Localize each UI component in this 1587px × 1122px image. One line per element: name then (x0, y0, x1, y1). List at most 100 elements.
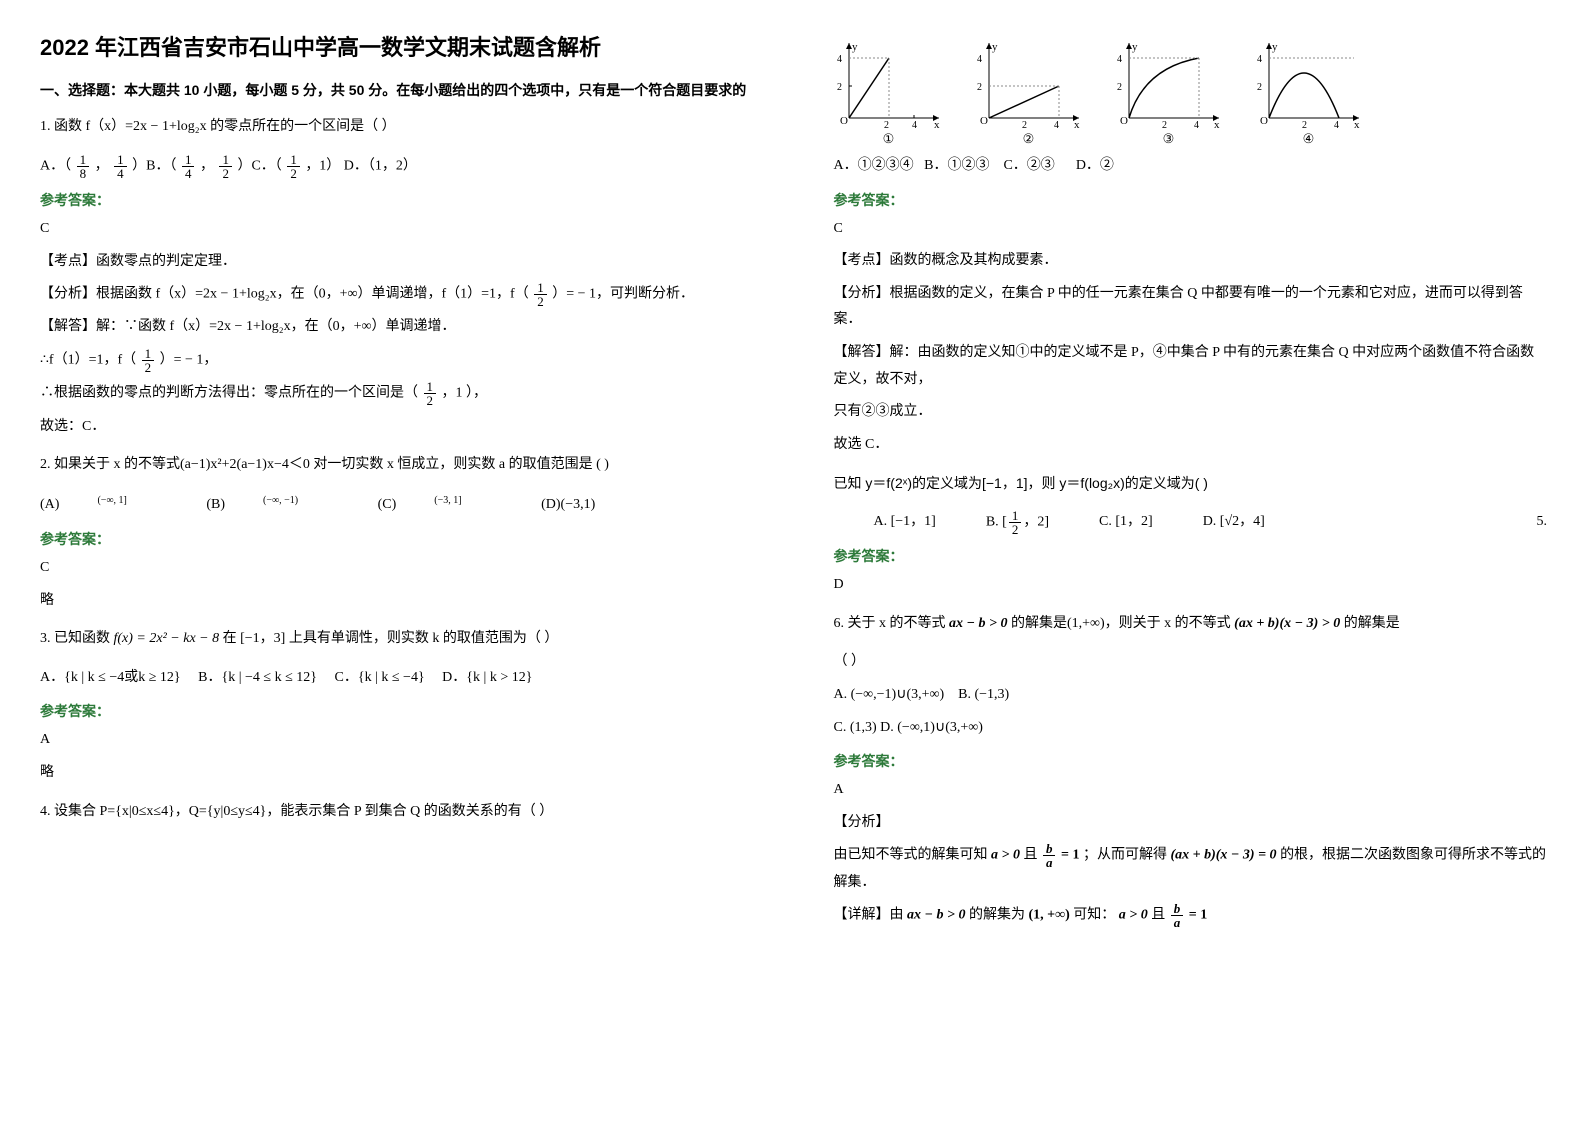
q3b-pre: B． (198, 670, 221, 685)
answer-label: 参考答案： (834, 190, 1548, 210)
answer-label: 参考答案： (40, 701, 754, 721)
q4c: C．②③ (1003, 158, 1054, 173)
q4a: A．①②③④ (834, 158, 914, 173)
q6-d-post: 可知： (1073, 908, 1115, 923)
chart-4-svg: Oyx 24 24 (1254, 38, 1364, 128)
q4b: B．①②③ (924, 158, 989, 173)
q5-options: A. [−1，1] B. [12，2] C. [1，2] D. [√2，4] 5… (834, 509, 1548, 536)
q2-options: (A)(−∞, 1] (B)(−∞, −1) (C)(−3, 1] (D)(−3… (40, 491, 754, 519)
q3b: {k | −4 ≤ k ≤ 12} (221, 670, 317, 685)
chart-4-label: ④ (1303, 131, 1315, 147)
q6-analysis: 由已知不等式的解集可知 a > 0 且 ba = 1 ；从而可解得 (ax + … (834, 842, 1548, 896)
q1-analysis-pre: 【分析】根据函数 f（x）=2x − 1+log₂x，在（0，+∞）单调递增，f… (40, 287, 529, 302)
svg-text:x: x (1214, 119, 1220, 128)
q4-point: 【考点】函数的概念及其构成要素． (834, 248, 1548, 275)
section-a-header: 一、选择题：本大题共 10 小题，每小题 5 分，共 50 分。在每小题给出的四… (40, 80, 754, 100)
q6-ans: A (834, 777, 1548, 804)
page-title: 2022 年江西省吉安市石山中学高一数学文期末试题含解析 (40, 30, 754, 62)
svg-text:2: 2 (837, 82, 842, 93)
q3-pre: 3. 已知函数 (40, 631, 110, 646)
q6-and1: 且 (1023, 848, 1037, 863)
answer-label: 参考答案： (40, 190, 754, 210)
q6-d-pre: 【详解】由 (834, 908, 904, 923)
q2c: (C)(−3, 1] (378, 491, 500, 519)
svg-text:4: 4 (1257, 54, 1262, 65)
q4-analysis: 【分析】根据函数的定义，在集合 P 中的任一元素在集合 Q 中都要有唯一的一个元… (834, 281, 1548, 334)
left-column: 2022 年江西省吉安市石山中学高一数学文期末试题含解析 一、选择题：本大题共 … (0, 0, 794, 1122)
comma-1: ，1 (442, 386, 463, 401)
q4-solve1: 【解答】解：由函数的定义知①中的定义域不是 P，④中集合 P 中有的元素在集合 … (834, 340, 1548, 393)
q1-s3-post: ）， (466, 386, 487, 401)
frac-1-4: 14 (114, 153, 127, 180)
q1-options: A．（ 18 ， 14 ）B．（ 14 ， 12 ）C．（ 12 ，1） D．（… (40, 153, 754, 180)
q3-brief: 略 (40, 760, 754, 787)
chart-3: Oyx 24 24 ③ (1114, 38, 1224, 147)
q6-agz2: a > 0 (1119, 908, 1148, 923)
svg-text:y: y (1272, 41, 1278, 53)
svg-text:y: y (852, 41, 858, 53)
q3a-pre: A． (40, 670, 64, 685)
q6-eq1b: = 1 (1189, 908, 1207, 923)
q1-s2-pre: ∴f（1）=1，f（ (40, 353, 136, 368)
q6-frac2: ba (1171, 902, 1184, 929)
q4-solve2: 只有②③成立． (834, 399, 1548, 426)
frac-1-2b: 12 (287, 153, 300, 180)
svg-text:4: 4 (1334, 120, 1339, 128)
q2-stem: 2. 如果关于 x 的不等式(a−1)x²+2(a−1)x−4＜0 对一切实数 … (40, 452, 754, 479)
svg-text:y: y (1132, 41, 1138, 53)
q6-eq1: = 1 (1061, 848, 1079, 863)
q2b: (B)(−∞, −1) (206, 491, 336, 519)
svg-text:2: 2 (1302, 120, 1307, 128)
q5-ans: D (834, 572, 1548, 599)
answer-label: 参考答案： (834, 751, 1548, 771)
q4-stem: 4. 设集合 P={x|0≤x≤4}，Q={y|0≤y≤4}，能表示集合 P 到… (40, 799, 754, 826)
q1-solve1: 【解答】解：∵函数 f（x）=2x − 1+log₂x，在（0，+∞）单调递增． (40, 314, 754, 341)
svg-text:4: 4 (1194, 120, 1199, 128)
q1-solve4: 故选：C． (40, 414, 754, 441)
q1-point: 【考点】函数零点的判定定理． (40, 249, 754, 276)
q6-pre: 6. 关于 x 的不等式 (834, 616, 946, 631)
q5c: C. [1，2] (1099, 509, 1153, 536)
svg-text:4: 4 (1054, 120, 1059, 128)
opt-a-pre: A．（ (40, 158, 71, 173)
frac-half-b: 12 (142, 347, 155, 374)
q4-options: A．①②③④ B．①②③ C．②③ D．② (834, 153, 1548, 180)
q2a: (A)(−∞, 1] (40, 491, 165, 519)
chart-3-label: ③ (1163, 131, 1175, 147)
q6-expr2: (ax + b)(x − 3) > 0 (1234, 616, 1340, 631)
svg-text:2: 2 (1257, 82, 1262, 93)
frac-1-4b: 14 (182, 153, 195, 180)
q5d: D. [√2，4] (1203, 509, 1265, 536)
chart-2-svg: Oyx 24 24 (974, 38, 1084, 128)
opt-c-post: ，1） D．（1，2） (305, 158, 417, 173)
svg-text:2: 2 (1162, 120, 1167, 128)
opt-b-post: ）C．（ (237, 158, 281, 173)
q1-s2-post: ）= − 1， (160, 353, 218, 368)
q1-solve2: ∴f（1）=1，f（ 12 ）= − 1， (40, 347, 754, 374)
q3-post: 在 [−1，3] 上具有单调性，则实数 k 的取值范围为（ ） (223, 631, 559, 646)
q6-optC: C. (1,3) D. (−∞,1)∪(3,+∞) (834, 715, 1548, 742)
q5-stem: 已知 y＝f(2ˣ)的定义域为[−1，1]，则 y＝f(log₂x)的定义域为(… (834, 470, 1548, 497)
right-column: Oyx 24 24 ① Oyx 24 24 ② (794, 0, 1587, 1122)
chart-2: Oyx 24 24 ② (974, 38, 1084, 147)
q6-and2: 且 (1151, 908, 1165, 923)
q5a: A. [−1，1] (874, 509, 936, 536)
q6-d-set: (1, +∞) (1028, 908, 1069, 923)
q1-stem: 1. 函数 f（x）=2x − 1+log₂x 的零点所在的一个区间是（ ） (40, 114, 754, 141)
q4-ans: C (834, 216, 1548, 243)
q1-s3-pre: ∴根据函数的零点的判断方法得出：零点所在的一个区间是（ (40, 386, 418, 401)
frac-half-c: 12 (424, 380, 437, 407)
q5-num: 5. (1537, 509, 1548, 536)
q4-charts: Oyx 24 24 ① Oyx 24 24 ② (834, 38, 1548, 147)
q3d: {k | k > 12} (466, 670, 532, 685)
q3-options: A．{k | k ≤ −4或k ≥ 12} B．{k | −4 ≤ k ≤ 12… (40, 665, 754, 692)
svg-text:y: y (992, 41, 998, 53)
svg-text:O: O (980, 115, 988, 127)
svg-text:2: 2 (884, 120, 889, 128)
chart-2-label: ② (1023, 131, 1035, 147)
svg-text:4: 4 (1117, 54, 1122, 65)
q6-stem: 6. 关于 x 的不等式 ax − b > 0 的解集是(1,+∞)，则关于 x… (834, 611, 1548, 638)
q6-agz: a > 0 (991, 848, 1020, 863)
comma: ， (95, 158, 109, 173)
q1-ans: C (40, 216, 754, 243)
